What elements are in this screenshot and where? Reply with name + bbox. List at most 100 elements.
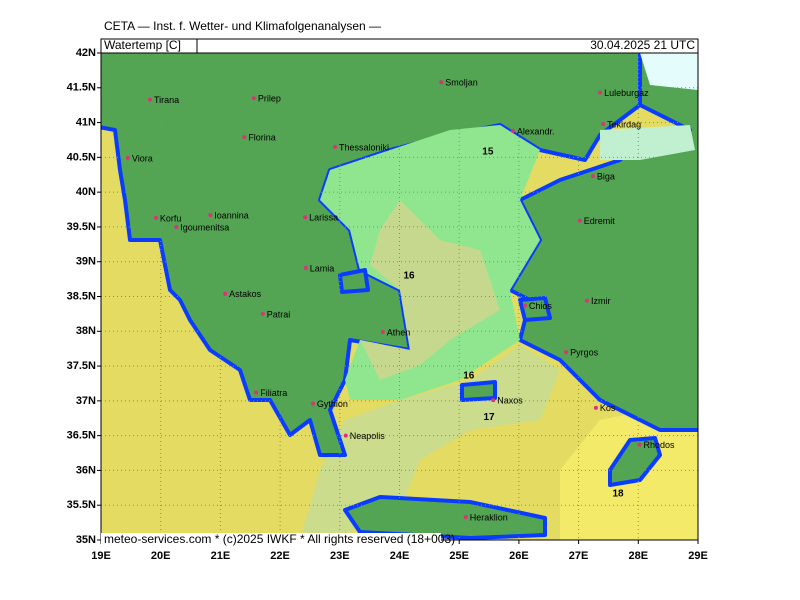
lat-tick-label: 38.5N — [67, 290, 96, 302]
black-sea — [640, 53, 698, 90]
naxos-island — [460, 380, 497, 402]
city-marker — [310, 401, 315, 406]
city-marker — [491, 398, 496, 403]
city-label: Patrai — [267, 309, 291, 319]
city-marker — [254, 390, 259, 395]
labels: 35N 35.5N 36N 36.5N 37N 37.5N 38N 38.5N 39N 39.5N… — [67, 47, 708, 562]
city-marker — [251, 96, 256, 101]
city-label: Pyrgos — [570, 348, 599, 358]
lat-tick-label: 36N — [76, 464, 96, 476]
city-label: Tirana — [154, 95, 179, 105]
lon-tick-label: 20E — [151, 550, 171, 562]
lat-tick-label: 40.5N — [67, 151, 96, 163]
city-marker — [593, 405, 598, 410]
city-label: Heraklion — [470, 512, 508, 522]
city-label: Viora — [132, 153, 153, 163]
city-label: Florina — [248, 133, 276, 143]
city-marker — [303, 265, 308, 270]
lat-tick-label: 35N — [76, 534, 96, 546]
lat-tick-label: 37.5N — [67, 360, 96, 372]
valid-time: 30.04.2025 21 UTC — [590, 38, 695, 52]
header-title: CETA — Inst. f. Wetter- und Klimafolgena… — [104, 19, 381, 33]
rhodes — [608, 436, 662, 487]
city-label: Izmir — [591, 296, 611, 306]
city-marker — [242, 135, 247, 140]
lon-tick-label: 23E — [330, 550, 350, 562]
city-marker — [174, 224, 179, 229]
marmara-sea — [600, 125, 695, 160]
city-label: Tekirdag — [607, 119, 641, 129]
footer-box — [101, 533, 441, 546]
city-label: Rhodos — [643, 440, 675, 450]
lon-tick-label: 22E — [270, 550, 290, 562]
city-marker — [510, 128, 515, 133]
city-label: Igoumenitsa — [180, 222, 229, 232]
city-label: Filiatra — [260, 388, 287, 398]
city-marker — [598, 90, 603, 95]
city-marker — [601, 121, 606, 126]
lat-tick-label: 41.5N — [67, 82, 96, 94]
city-marker — [125, 156, 130, 161]
city-label: Gythion — [317, 399, 348, 409]
city-label: Kos — [600, 403, 616, 413]
field — [101, 53, 698, 540]
euboea-part — [338, 268, 370, 294]
footer: meteo-services.com * (c)2025 IWKF * All … — [104, 532, 455, 546]
lon-tick-label: 24E — [390, 550, 410, 562]
lon-tick-label: 26E — [509, 550, 529, 562]
isotherm-label: 15 — [482, 146, 494, 157]
city-marker — [637, 442, 642, 447]
city-marker — [439, 80, 444, 85]
city-marker — [333, 144, 338, 149]
city-label: Larissa — [309, 213, 338, 223]
city-label: Astakos — [229, 289, 262, 299]
variable-box — [100, 38, 198, 54]
city-label: Korfu — [160, 213, 182, 223]
lat-tick-label: 38N — [76, 325, 96, 337]
city-label: Lamia — [310, 263, 335, 273]
city-label: Ioannina — [214, 210, 249, 220]
variable-label: Watertemp [C] — [104, 38, 181, 52]
lon-tick-label: 27E — [569, 550, 589, 562]
isotherm-label: 16 — [403, 270, 415, 281]
city-marker — [522, 303, 527, 308]
city-label: Edremit — [584, 216, 616, 226]
isotherm-label: 17 — [483, 412, 495, 423]
city-marker — [208, 213, 213, 218]
city-label: Naxos — [497, 396, 523, 406]
lon-tick-label: 29E — [688, 550, 708, 562]
lon-tick-label: 21E — [211, 550, 231, 562]
city-label: Thessaloniki — [339, 142, 389, 152]
city-marker — [584, 298, 589, 303]
chios-island — [518, 296, 552, 322]
city-label: Neapolis — [350, 431, 386, 441]
city-label: Biga — [597, 172, 615, 182]
lat-tick-label: 40N — [76, 186, 96, 198]
city-label: Athen — [387, 327, 411, 337]
city-label: Alexandr. — [517, 126, 555, 136]
lat-tick-label: 35.5N — [67, 499, 96, 511]
city-marker — [260, 311, 265, 316]
isotherm-label: 16 — [463, 370, 475, 381]
lon-tick-label: 19E — [91, 550, 111, 562]
city-label: Prilep — [258, 94, 281, 104]
lat-tick-label: 36.5N — [67, 430, 96, 442]
city-marker — [577, 218, 582, 223]
city-marker — [380, 329, 385, 334]
central-aegean — [360, 200, 500, 380]
city-marker — [590, 174, 595, 179]
lat-tick-label: 41N — [76, 116, 96, 128]
isotherm-label: 18 — [612, 489, 624, 500]
city-marker — [463, 515, 468, 520]
lat-tick-label: 37N — [76, 395, 96, 407]
city-marker — [147, 97, 152, 102]
city-marker — [223, 291, 228, 296]
city-marker — [153, 215, 158, 220]
lat-tick-label: 39.5N — [67, 221, 96, 233]
lat-tick-label: 42N — [76, 47, 96, 59]
lon-tick-label: 28E — [629, 550, 649, 562]
city-label: Luleburgaz — [604, 88, 649, 98]
city-marker — [564, 350, 569, 355]
